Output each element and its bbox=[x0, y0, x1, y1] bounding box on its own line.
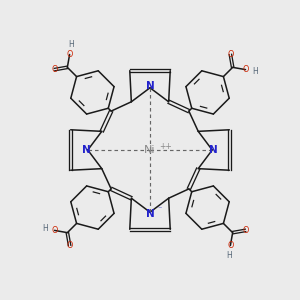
Text: H: H bbox=[252, 67, 258, 76]
Text: O: O bbox=[66, 241, 73, 250]
Text: H: H bbox=[226, 251, 232, 260]
Text: O: O bbox=[66, 50, 73, 59]
Text: Ni: Ni bbox=[144, 145, 156, 155]
Text: H: H bbox=[42, 224, 48, 233]
Text: N: N bbox=[82, 145, 91, 155]
Text: O: O bbox=[242, 226, 249, 235]
Text: ⁻: ⁻ bbox=[157, 204, 161, 213]
Text: O: O bbox=[227, 241, 234, 250]
Text: O: O bbox=[51, 65, 58, 74]
Text: O: O bbox=[227, 50, 234, 59]
Text: N: N bbox=[209, 145, 218, 155]
Text: H: H bbox=[68, 40, 74, 49]
Text: O: O bbox=[242, 65, 249, 74]
Text: O: O bbox=[51, 226, 58, 235]
Text: ++: ++ bbox=[159, 142, 172, 152]
Text: N: N bbox=[146, 209, 154, 219]
Text: N: N bbox=[146, 81, 154, 91]
